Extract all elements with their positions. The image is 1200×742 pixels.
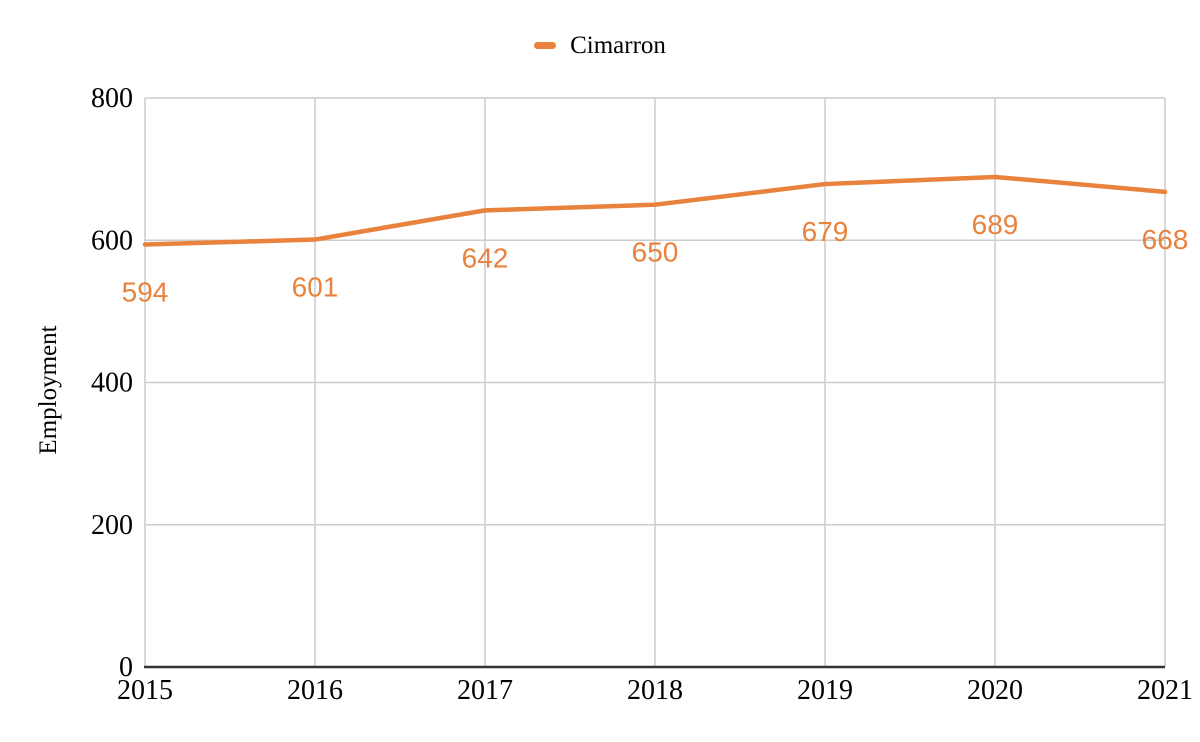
y-tick-label: 800 <box>91 83 133 114</box>
x-tick-label: 2021 <box>1137 675 1193 706</box>
legend[interactable]: Cimarron <box>0 33 1200 58</box>
data-label: 601 <box>292 272 339 303</box>
y-tick-label: 200 <box>91 510 133 541</box>
x-tick-label: 2018 <box>627 675 683 706</box>
series-line-cimarron <box>142 174 1168 247</box>
y-axis-title: Employment <box>35 325 62 454</box>
data-label: 668 <box>1142 224 1189 255</box>
y-tick-label: 0 <box>119 652 133 683</box>
x-tick-label: 2017 <box>457 675 513 706</box>
legend-label: Cimarron <box>570 32 666 59</box>
data-label: 594 <box>122 277 169 308</box>
x-tick-label: 2020 <box>967 675 1023 706</box>
data-label: 642 <box>462 242 509 273</box>
y-tick-label: 400 <box>91 368 133 399</box>
x-tick-label: 2019 <box>797 675 853 706</box>
legend-line-marker-icon <box>534 42 557 49</box>
x-tick-label: 2015 <box>117 675 173 706</box>
x-tick-label: 2016 <box>287 675 343 706</box>
data-label: 689 <box>972 209 1019 240</box>
y-tick-label: 600 <box>91 225 133 256</box>
data-label: 679 <box>802 216 849 247</box>
data-label: 650 <box>632 237 679 268</box>
